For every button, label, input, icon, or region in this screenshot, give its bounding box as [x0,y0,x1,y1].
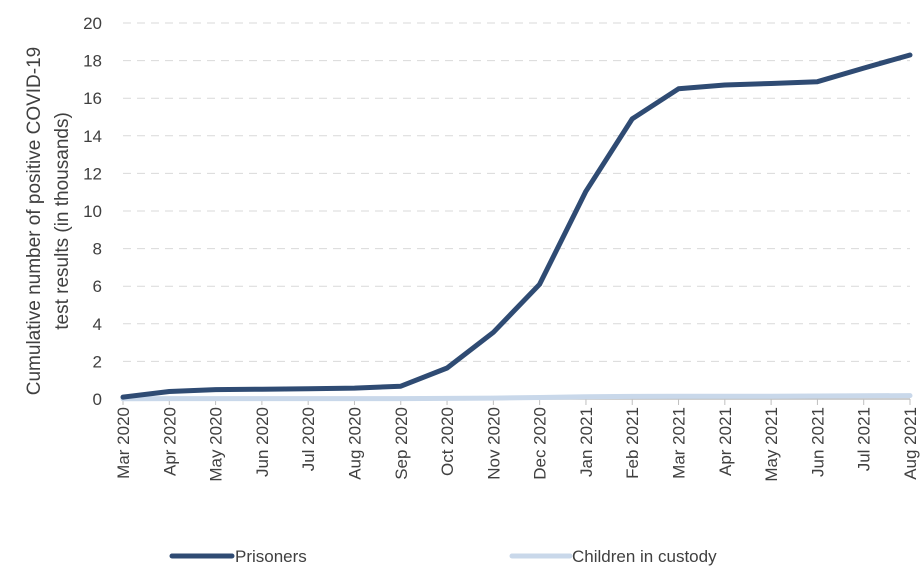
axes: 0 2 4 6 8 10 12 14 16 18 20 Mar 2020 Apr 2020 May 202… [83,14,920,482]
y-axis-title-line: Cumulative number of positive COVID-19 [24,47,45,395]
y-axis-title: Cumulative number of positive COVID-19 te… [24,47,73,395]
y-tick-label: 18 [83,52,102,71]
y-tick-label: 16 [83,89,102,108]
x-tick-label: Apr 2020 [160,407,179,476]
x-tick-label: Sep 2020 [392,407,411,480]
x-tick-label: Jun 2020 [253,407,272,477]
y-tick-label: 2 [93,352,102,371]
x-tick-label: Nov 2020 [484,407,503,480]
x-tick-label: Jul 2021 [855,407,874,471]
x-tick-label: Feb 2021 [623,407,642,479]
y-axis-title-text: Cumulative number of positive COVID-19 te… [24,47,73,395]
y-tick-label: 6 [93,277,102,296]
series-line-children-in-custody [120,393,913,402]
x-tick-label: Aug 2020 [345,407,364,480]
x-tick-label: Jul 2020 [299,407,318,471]
y-tick-label: 12 [83,164,102,183]
legend-label: Children in custody [572,547,717,566]
x-tick-label: Dec 2020 [531,407,550,480]
x-tick-label: Mar 2020 [114,407,133,479]
x-tick-label: Jan 2021 [577,407,596,477]
x-tick-label: May 2021 [762,407,781,482]
series-lines [120,52,913,402]
series-line-prisoners [120,52,913,400]
legend-label: Prisoners [235,547,307,566]
y-tick-label: 0 [93,390,102,409]
x-tick-label: May 2020 [207,407,226,482]
x-tick-label: Aug 2021 [901,407,920,480]
x-tick-label: Jun 2021 [808,407,827,477]
gridlines [123,22,910,362]
y-axis-title-line: test results (in thousands) [52,112,73,330]
legend: Prisoners Children in custody [169,547,717,566]
y-tick-label: 10 [83,202,102,221]
y-tick-label: 4 [93,315,102,334]
x-tick-label: Apr 2021 [716,407,735,476]
y-tick-label: 20 [83,14,102,33]
x-tick-label: Mar 2021 [670,407,689,479]
y-tick-label: 14 [83,127,102,146]
x-tick-label: Oct 2020 [438,407,457,476]
y-tick-label: 8 [93,240,102,259]
